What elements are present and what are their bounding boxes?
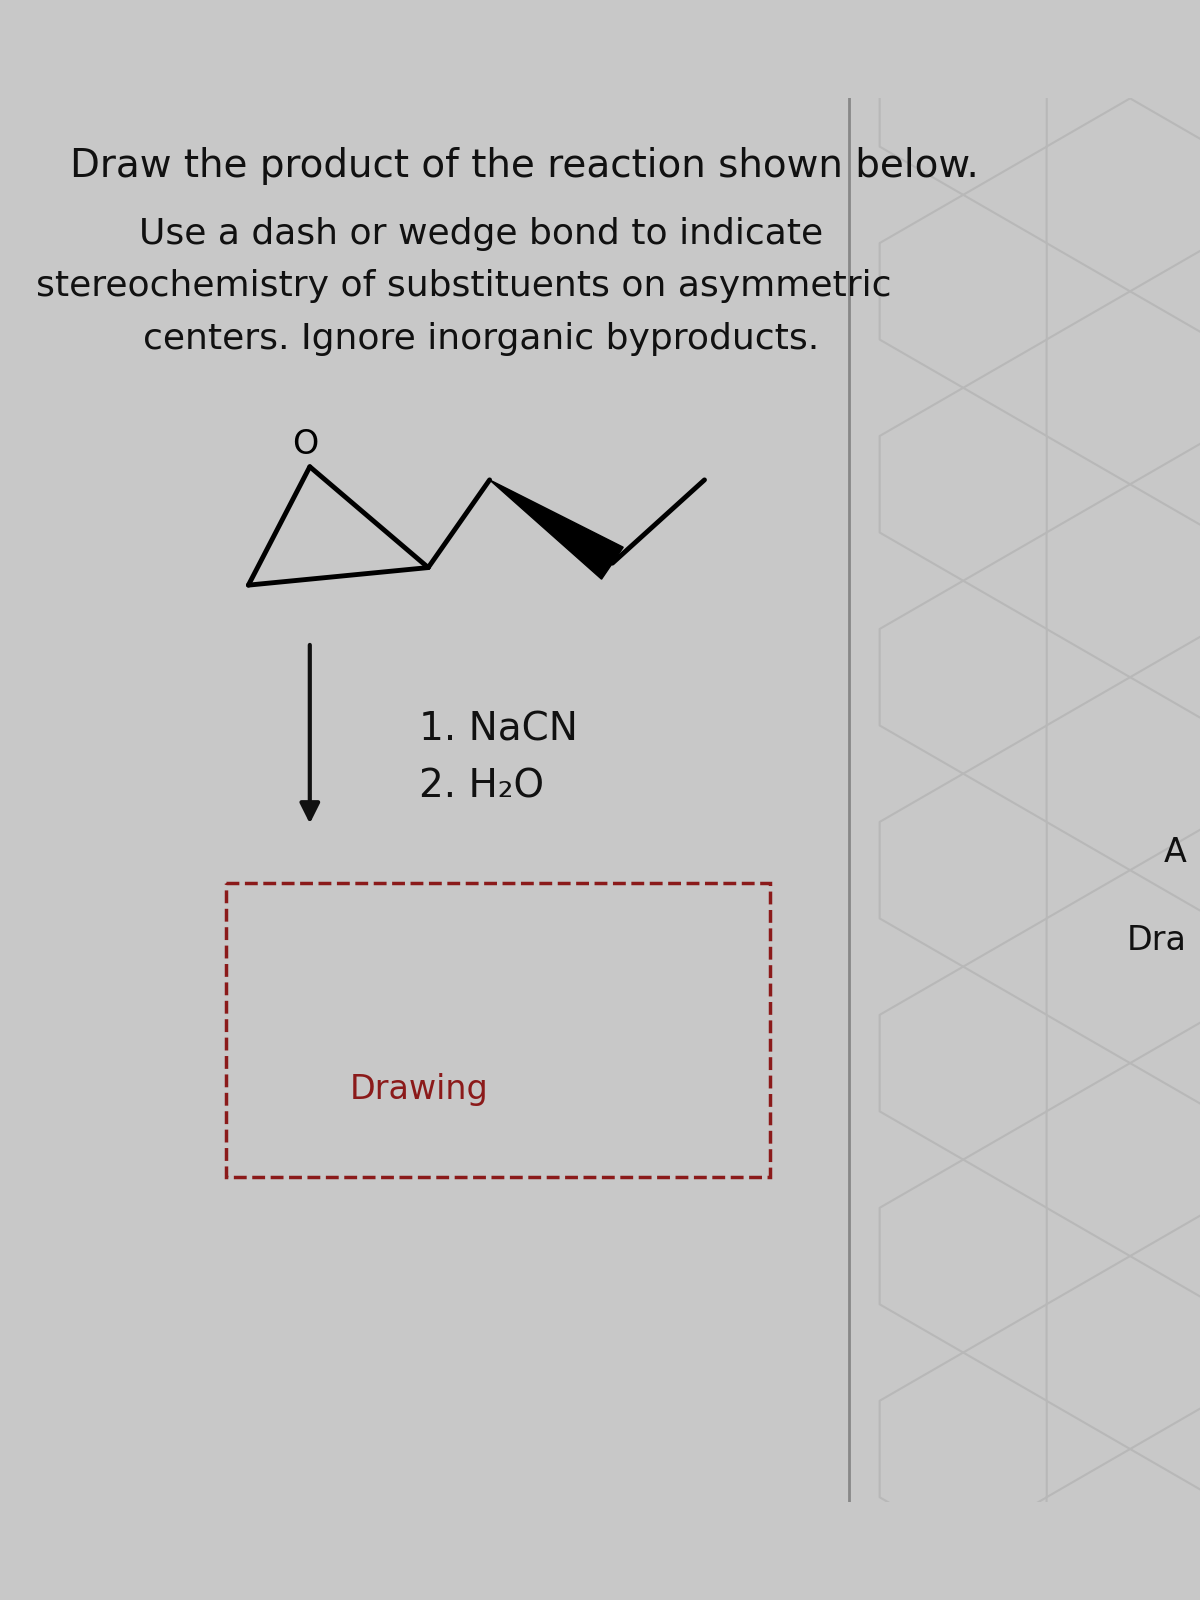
Bar xyxy=(227,883,770,1178)
Text: Draw the product of the reaction shown below.: Draw the product of the reaction shown b… xyxy=(71,147,979,184)
Polygon shape xyxy=(490,480,623,579)
Text: Drawing: Drawing xyxy=(350,1074,488,1106)
Text: centers. Ignore inorganic byproducts.: centers. Ignore inorganic byproducts. xyxy=(143,322,818,357)
Text: Use a dash or wedge bond to indicate: Use a dash or wedge bond to indicate xyxy=(139,216,823,251)
Text: A: A xyxy=(1164,837,1187,869)
Text: 2. H₂O: 2. H₂O xyxy=(420,768,545,806)
Text: Dra: Dra xyxy=(1127,923,1187,957)
Text: 1. NaCN: 1. NaCN xyxy=(420,710,578,749)
Text: O: O xyxy=(293,429,318,461)
Text: stereochemistry of substituents on asymmetric: stereochemistry of substituents on asymm… xyxy=(36,269,892,304)
